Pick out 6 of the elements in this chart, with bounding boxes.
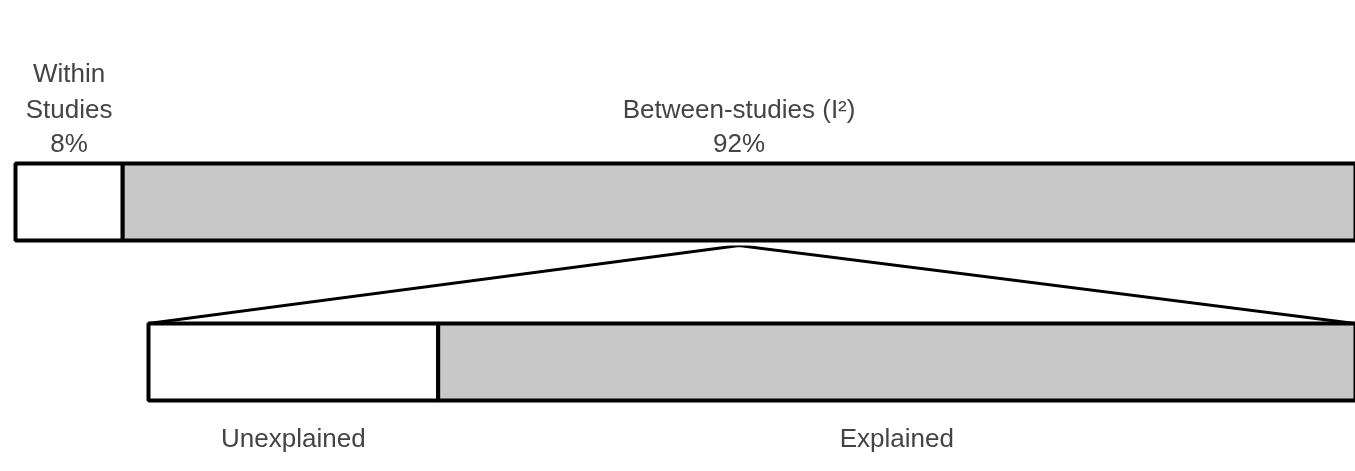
series-label: Between-studies (I²) <box>622 93 856 124</box>
series-label: Within Studies <box>25 57 113 124</box>
data-label: 8% <box>50 127 88 158</box>
series-label: Unexplained <box>221 422 366 453</box>
data-label: 92% <box>713 127 766 158</box>
series-label: Explained <box>839 422 954 453</box>
